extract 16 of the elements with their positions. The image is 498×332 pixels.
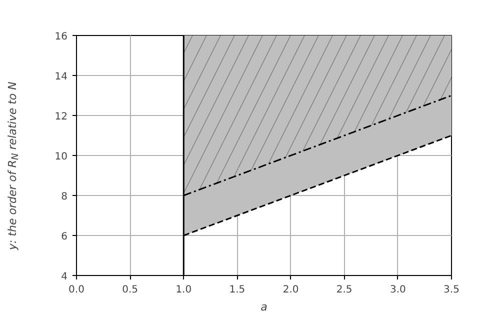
y-tick-label: 6 bbox=[61, 232, 68, 242]
x-tick-label: 2.5 bbox=[336, 284, 352, 296]
x-tick-label: 1.0 bbox=[176, 284, 192, 296]
x-tick-label: 2.0 bbox=[282, 284, 299, 296]
y-tick-label: 10 bbox=[54, 152, 68, 162]
x-tick-label: 3.0 bbox=[390, 284, 406, 296]
y-tick-label: 4 bbox=[61, 272, 68, 282]
x-tick-label: 0.5 bbox=[122, 284, 138, 296]
y-tick-label: 12 bbox=[54, 112, 68, 122]
y-tick-label: 8 bbox=[61, 192, 68, 202]
x-tick-label: 1.5 bbox=[229, 284, 246, 296]
x-tick-label: 0.0 bbox=[68, 284, 84, 296]
y-tick-label: 16 bbox=[54, 32, 68, 42]
y-tick-label: 14 bbox=[54, 72, 68, 82]
x-axis-title: a bbox=[260, 300, 268, 314]
x-tick-label: 3.5 bbox=[444, 284, 460, 296]
